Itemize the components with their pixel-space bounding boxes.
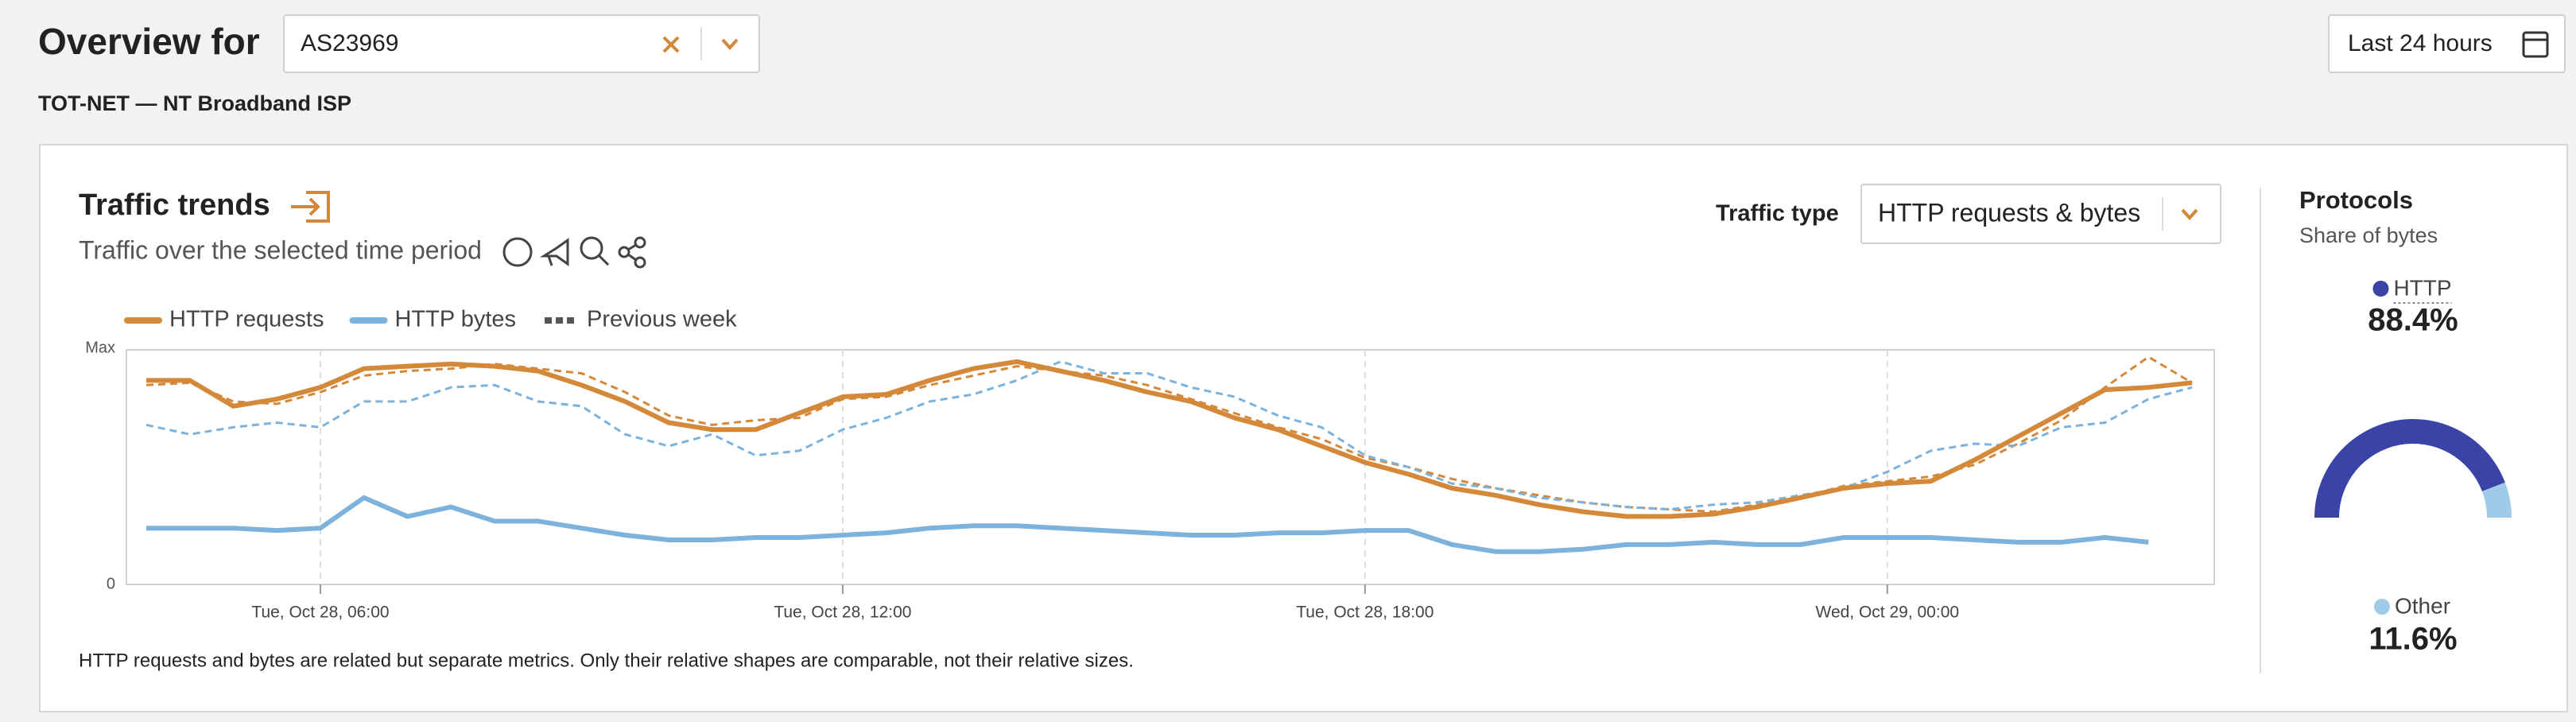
gauge-segment xyxy=(2481,482,2512,518)
icon-frame[interactable] xyxy=(306,191,330,223)
y-tick-label: Max xyxy=(85,339,115,356)
select-box[interactable] xyxy=(1860,184,2221,244)
share-icon-node[interactable] xyxy=(634,236,646,249)
button-box[interactable] xyxy=(2328,14,2566,73)
select-value: HTTP requests & bytes xyxy=(1878,198,2140,227)
share-icon[interactable] xyxy=(618,246,630,258)
traffic-type-label: Traffic type xyxy=(1716,201,1839,227)
legend-label: HTTP bytes xyxy=(394,307,516,332)
x-tick-label: Tue, Oct 28, 18:00 xyxy=(1296,604,1433,622)
legend-label: HTTP xyxy=(2393,275,2451,300)
footnote: HTTP requests and bytes are related but … xyxy=(79,650,1134,671)
y-tick-label: 0 xyxy=(107,575,115,592)
share-icon-links[interactable] xyxy=(627,243,637,262)
x-tick-label: Tue, Oct 28, 12:00 xyxy=(774,604,911,622)
protocols-subtitle: Share of bytes xyxy=(2299,223,2438,247)
legend-dot xyxy=(2373,599,2390,615)
series-line xyxy=(146,495,2149,554)
protocols-title: Protocols xyxy=(2299,186,2413,214)
page-title: Overview for xyxy=(38,21,260,62)
icon-arrow[interactable] xyxy=(291,197,320,216)
share-value: 88.4% xyxy=(2368,303,2458,338)
megaphone-icon[interactable] xyxy=(539,238,569,266)
asn-select[interactable]: AS23969 xyxy=(283,14,760,73)
legend-dot xyxy=(2372,281,2389,297)
card-subtitle: Traffic over the selected time period xyxy=(79,235,482,264)
help-icon[interactable] xyxy=(502,237,533,267)
tool-icons[interactable] xyxy=(502,236,646,269)
time-range-button[interactable]: Last 24 hours xyxy=(2328,14,2566,73)
button-label: Last 24 hours xyxy=(2348,30,2493,56)
gauge-segment xyxy=(2314,418,2505,518)
legend-label: Other xyxy=(2395,593,2450,618)
calendar-icon xyxy=(2522,31,2549,58)
zoom-icon[interactable] xyxy=(580,236,603,260)
expand-icon[interactable] xyxy=(291,191,330,223)
share-icon-node[interactable] xyxy=(634,256,646,269)
select-box[interactable] xyxy=(283,14,760,73)
legend-label: HTTP requests xyxy=(169,307,324,332)
network-name: TOT-NET — NT Broadband ISP xyxy=(38,91,351,115)
chevron[interactable] xyxy=(2181,208,2198,220)
clear-icon[interactable] xyxy=(662,36,680,53)
x-tick-label: Wed, Oct 29, 00:00 xyxy=(1816,604,1960,622)
legend-label: Previous week xyxy=(587,307,737,332)
zoom-handle[interactable] xyxy=(598,254,610,266)
traffic-type-select[interactable]: HTTP requests & bytes xyxy=(1860,184,2221,244)
card-title: Traffic trends xyxy=(79,188,270,222)
select-value: AS23969 xyxy=(301,30,398,56)
x-tick-label: Tue, Oct 28, 06:00 xyxy=(251,604,389,622)
chevron[interactable] xyxy=(721,38,739,50)
share-value: 11.6% xyxy=(2368,622,2457,657)
series-line xyxy=(146,359,2193,519)
